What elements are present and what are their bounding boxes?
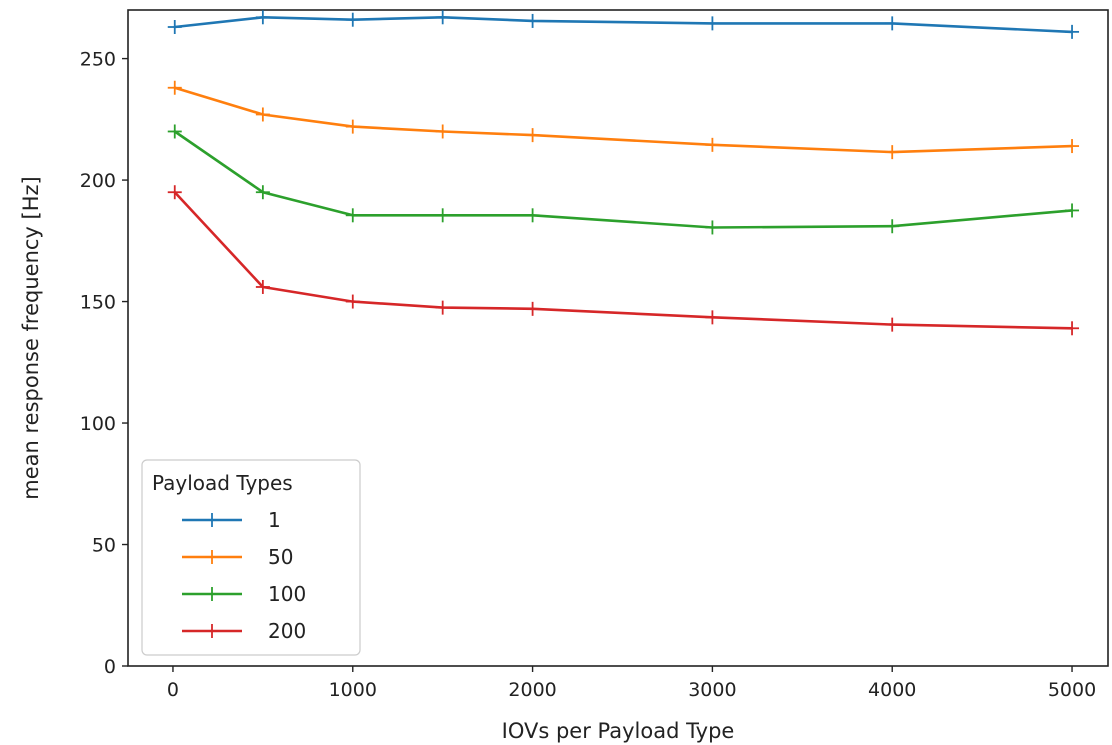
y-tick-label: 50 — [92, 535, 116, 557]
legend-marker — [205, 587, 219, 601]
data-point — [705, 16, 720, 31]
data-point — [167, 124, 182, 139]
x-tick-label: 3000 — [688, 679, 736, 701]
data-point — [525, 128, 540, 143]
series-group — [167, 10, 1080, 336]
data-point — [525, 13, 540, 28]
legend-label: 200 — [268, 619, 306, 643]
data-point — [885, 145, 900, 160]
x-tick-label: 4000 — [868, 679, 916, 701]
y-axis-label: mean response frequency [Hz] — [19, 176, 43, 500]
data-point — [345, 294, 360, 309]
x-axis-label: IOVs per Payload Type — [502, 719, 735, 743]
series-line — [173, 130, 1074, 229]
axes: 0 1000 2000 3000 4000 5000050100150200250IOVs… — [19, 9, 1109, 743]
legend-item: 200 — [182, 619, 306, 643]
data-point — [167, 20, 182, 35]
plot-frame — [127, 9, 1109, 667]
y-tick-label: 200 — [80, 170, 116, 192]
legend-title: Payload Types — [152, 471, 293, 495]
data-point — [167, 80, 182, 95]
legend-marker — [205, 624, 219, 638]
data-point — [345, 208, 360, 223]
data-point — [1065, 203, 1080, 218]
data-point — [525, 301, 540, 316]
y-tick-label: 0 — [104, 656, 116, 678]
legend-box — [141, 459, 361, 656]
data-point — [705, 310, 720, 325]
data-point — [435, 10, 450, 25]
data-point — [885, 317, 900, 332]
data-point — [255, 10, 270, 25]
data-point — [1065, 24, 1080, 39]
data-point — [435, 208, 450, 223]
data-point — [255, 107, 270, 122]
data-point — [255, 185, 270, 200]
y-tick-label: 150 — [80, 292, 116, 314]
data-point — [885, 16, 900, 31]
data-point — [345, 12, 360, 27]
legend-item: 50 — [182, 545, 293, 569]
y-tick-label: 100 — [80, 413, 116, 435]
data-point — [705, 220, 720, 235]
series-line — [173, 86, 1074, 154]
data-point — [1065, 321, 1080, 336]
series-50 — [167, 80, 1080, 160]
legend-label: 50 — [268, 545, 293, 569]
legend-label: 1 — [268, 508, 281, 532]
data-point — [525, 208, 540, 223]
legend-item: 100 — [182, 582, 306, 606]
data-point — [885, 219, 900, 234]
data-point — [705, 137, 720, 152]
legend-item: 1 — [182, 508, 281, 532]
data-point — [1065, 139, 1080, 154]
x-tick-label: 5000 — [1048, 679, 1096, 701]
series-line — [173, 15, 1074, 34]
data-point — [345, 119, 360, 134]
data-point — [167, 185, 182, 200]
x-tick-label: 1000 — [329, 679, 377, 701]
x-tick-label: 2000 — [508, 679, 556, 701]
data-point — [435, 124, 450, 139]
y-tick-label: 250 — [80, 49, 116, 71]
series-100 — [167, 124, 1080, 235]
legend-label: 100 — [268, 582, 306, 606]
series-200 — [167, 185, 1080, 336]
legend: Payload Types 1 50 100 200 — [141, 459, 361, 656]
legend-marker — [205, 513, 219, 527]
legend-marker — [205, 550, 219, 564]
data-point — [435, 300, 450, 315]
x-tick-label: 0 — [167, 679, 179, 701]
series-line — [173, 190, 1074, 330]
series-1 — [167, 10, 1080, 39]
data-point — [255, 279, 270, 294]
